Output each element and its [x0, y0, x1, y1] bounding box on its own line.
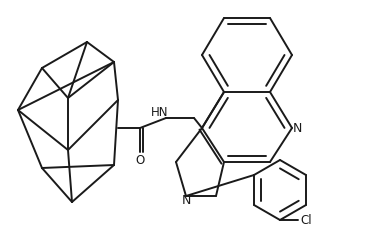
- Text: N: N: [292, 122, 302, 134]
- Text: N: N: [181, 194, 191, 208]
- Text: Cl: Cl: [300, 214, 312, 226]
- Text: HN: HN: [151, 105, 169, 119]
- Text: O: O: [135, 154, 145, 166]
